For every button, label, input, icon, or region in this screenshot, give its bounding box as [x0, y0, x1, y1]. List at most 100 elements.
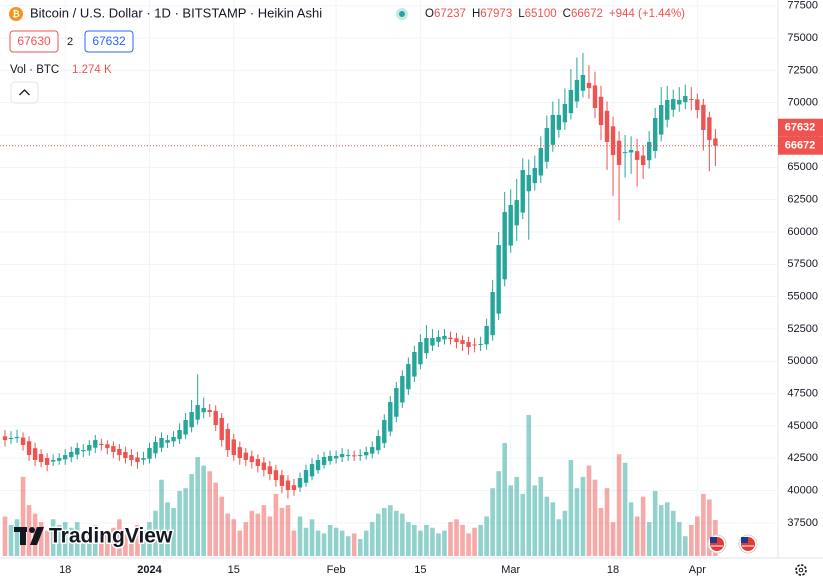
volume-bar	[604, 488, 610, 556]
volume-bar	[56, 524, 62, 556]
candle-body	[370, 447, 375, 454]
candle-body	[568, 90, 574, 114]
candle-body	[243, 452, 249, 460]
volume-bar	[147, 522, 152, 556]
candle-body	[249, 456, 255, 463]
logo: TradingView	[14, 523, 174, 549]
volume-bar	[520, 493, 526, 556]
volume-bar	[183, 488, 188, 556]
y-tick-label: 75000	[787, 32, 818, 44]
candle-body	[634, 151, 640, 160]
candle-body	[683, 95, 688, 103]
x-tick-label: 18	[607, 564, 619, 576]
ask-box[interactable]	[84, 30, 134, 53]
y-tick-label: 50000	[787, 355, 818, 367]
candle-body	[496, 245, 501, 314]
candle-body	[32, 448, 38, 460]
candle-body	[285, 480, 291, 490]
candle-body	[677, 99, 682, 105]
volume-bar	[484, 516, 489, 556]
candle-body	[159, 437, 164, 448]
volume-bar	[550, 502, 556, 556]
candle-body	[538, 148, 544, 176]
volume-bar	[430, 527, 435, 556]
candle-body	[99, 443, 104, 445]
candle-body	[382, 420, 387, 444]
volume-bar	[544, 496, 550, 556]
grid	[0, 0, 778, 558]
candle-body	[321, 457, 327, 466]
candle-body	[147, 447, 152, 459]
last-price-label: 66672	[785, 140, 816, 152]
volume-bar	[62, 522, 68, 556]
volume-bar	[658, 505, 664, 556]
volume-bar	[436, 533, 441, 556]
collapse-button[interactable]	[10, 81, 39, 104]
candle-body	[574, 80, 580, 102]
volume-bar	[171, 507, 176, 556]
candle-body	[2, 436, 8, 441]
candle-body	[237, 447, 242, 459]
candle-body	[406, 364, 411, 390]
candle-body	[141, 458, 146, 460]
volume-bar	[111, 527, 116, 556]
volume-bar	[99, 536, 104, 556]
volume-bar	[670, 510, 676, 556]
volume-bar	[375, 513, 381, 556]
candle-body	[171, 436, 176, 442]
candle-body	[671, 99, 676, 110]
candle-body	[351, 455, 357, 457]
candle-body	[8, 437, 14, 439]
candle-body	[598, 96, 604, 126]
x-tick-label: Feb	[327, 564, 346, 576]
candle-body	[430, 338, 435, 346]
volume-bar	[225, 513, 231, 556]
bitcoin-icon	[9, 7, 23, 21]
volume-bar	[387, 505, 393, 556]
economic-events[interactable]	[707, 534, 758, 554]
volume-bar	[351, 533, 357, 556]
candle-body	[219, 417, 224, 441]
volume-bar	[129, 533, 134, 556]
candle-body	[701, 104, 706, 130]
ohlc-key: L	[518, 8, 525, 20]
volume-bar	[327, 524, 333, 556]
volume-bar	[165, 502, 170, 556]
candle-body	[556, 114, 562, 130]
volume-bar	[195, 457, 200, 556]
axes: 37500 40000 42500 45000 47500 50000 52500 55000…	[59, 0, 823, 576]
y-tick-label: 57500	[787, 258, 818, 270]
ask-price-tag	[778, 118, 823, 137]
candle-body	[484, 326, 489, 345]
candle-body	[38, 454, 44, 463]
bid-box[interactable]	[9, 30, 59, 53]
y-tick-label: 52500	[787, 323, 818, 335]
volume-bar	[496, 471, 501, 556]
candle-body	[291, 485, 297, 490]
candle-body	[514, 200, 519, 226]
candle-body	[610, 126, 616, 156]
volume-bar	[68, 527, 74, 556]
volume-bar	[442, 530, 447, 556]
ohlc-value: 65100	[525, 8, 557, 20]
volume-bar	[249, 510, 255, 556]
ask-price-label: 67632	[785, 122, 816, 134]
volume-bar	[514, 476, 520, 556]
candle-body	[26, 441, 32, 456]
y-tick-label: 65000	[787, 161, 818, 173]
settings-button[interactable]	[795, 564, 807, 576]
volume-bar	[20, 476, 26, 556]
volume-bar	[664, 502, 670, 556]
candle-body	[255, 459, 261, 467]
candle-body	[520, 170, 525, 213]
candle-body	[364, 451, 369, 456]
candle-body	[333, 455, 339, 459]
candle-body	[195, 405, 200, 420]
y-tick-label: 47500	[787, 388, 818, 400]
candle-body	[466, 342, 471, 347]
volume-bar	[159, 479, 164, 556]
logo-mark	[20, 527, 26, 545]
volume-bar	[141, 530, 146, 556]
